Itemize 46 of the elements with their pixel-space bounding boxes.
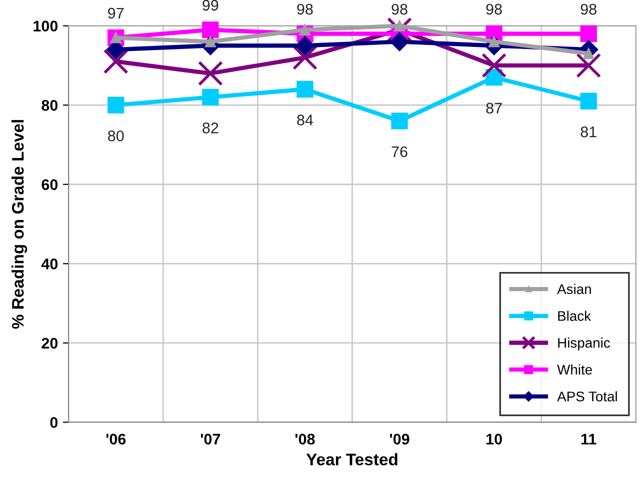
- point: [580, 92, 597, 110]
- data-label: 81: [580, 126, 596, 138]
- point: [295, 36, 314, 56]
- point: [202, 21, 219, 38]
- point: [296, 80, 314, 98]
- point: [391, 112, 408, 130]
- legend-label: Asian: [557, 284, 591, 294]
- point: [390, 32, 410, 52]
- x-tick-label: 11: [581, 434, 596, 444]
- data-label: 80: [108, 130, 124, 142]
- x-tick-label: '07: [200, 434, 220, 445]
- point: [103, 48, 128, 74]
- data-label: 98: [392, 4, 408, 15]
- data-label: 97: [108, 8, 124, 19]
- y-tick-label: 80: [42, 100, 58, 111]
- y-tick-label: 0: [50, 417, 58, 428]
- y-tick-label: 100: [34, 20, 58, 32]
- data-label: 98: [486, 4, 502, 15]
- point: [576, 52, 602, 78]
- legend-label: White: [557, 364, 592, 375]
- data-label: 98: [297, 4, 313, 15]
- data-label: 87: [486, 102, 502, 114]
- point: [482, 52, 507, 78]
- data-label: 99: [202, 0, 218, 11]
- x-tick-label: 10: [486, 434, 502, 445]
- y-tick-label: 60: [42, 179, 58, 190]
- x-tick-label: '08: [295, 434, 315, 445]
- point: [108, 96, 124, 114]
- legend-label: APS Total: [557, 391, 617, 402]
- legend-label: Hispanic: [558, 338, 610, 350]
- point: [198, 60, 223, 86]
- point: [580, 25, 597, 42]
- point: [394, 20, 406, 32]
- x-tick-label: '06: [106, 434, 126, 445]
- data-label: 82: [202, 122, 218, 134]
- data-label: 84: [297, 114, 314, 126]
- data-label: 98: [580, 4, 596, 15]
- y-tick-label: 20: [42, 338, 58, 349]
- point: [292, 45, 318, 70]
- y-tick-label: 40: [41, 258, 58, 270]
- point: [202, 88, 219, 106]
- x-tick-label: '09: [390, 434, 410, 445]
- x-axis-title: Year Tested: [306, 453, 398, 466]
- legend-label: Black: [558, 310, 592, 321]
- data-label: 76: [392, 146, 408, 158]
- y-axis-title: % Reading on Grade Level: [12, 120, 28, 329]
